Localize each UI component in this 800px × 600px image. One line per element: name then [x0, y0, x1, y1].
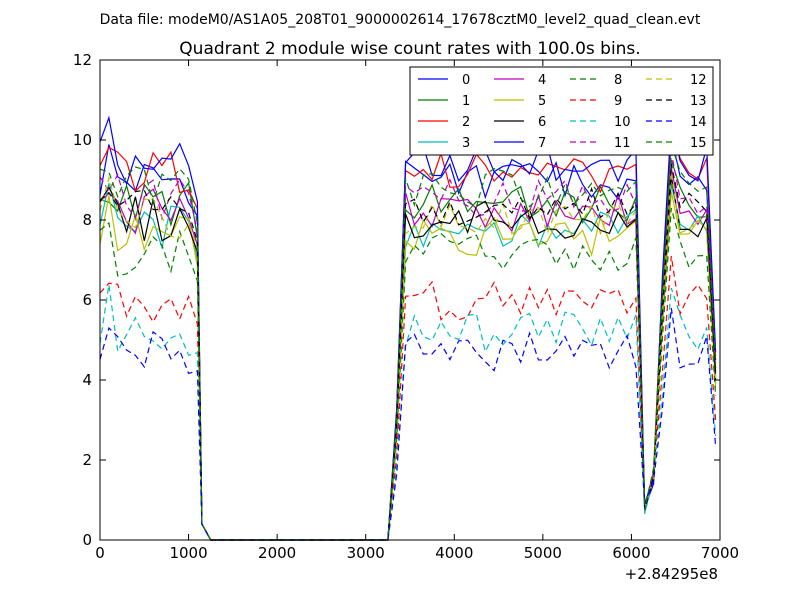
legend-label-14: 14 — [690, 115, 707, 130]
y-tick-label: 8 — [82, 211, 92, 229]
legend-label-0: 0 — [462, 73, 470, 88]
y-tick-label: 12 — [73, 51, 92, 69]
legend-label-12: 12 — [690, 73, 707, 88]
legend-label-5: 5 — [538, 94, 546, 109]
y-tick-label: 2 — [82, 451, 92, 469]
legend-box — [409, 66, 714, 156]
legend-label-4: 4 — [538, 73, 546, 88]
x-tick-label: 3000 — [347, 544, 385, 562]
x-tick-label: 0 — [95, 544, 105, 562]
y-tick-label: 6 — [82, 291, 92, 309]
x-tick-label: 1000 — [169, 544, 207, 562]
legend-label-3: 3 — [462, 136, 470, 151]
legend-label-13: 13 — [690, 94, 707, 109]
x-tick-label: 7000 — [701, 544, 739, 562]
x-tick-label: 4000 — [435, 544, 473, 562]
series-line-15 — [99, 143, 717, 541]
series-line-8 — [99, 207, 717, 541]
y-tick-label: 0 — [82, 531, 92, 549]
legend-label-7: 7 — [538, 136, 546, 151]
x-tick-label: 5000 — [524, 544, 562, 562]
legend-label-9: 9 — [614, 94, 622, 109]
legend-label-10: 10 — [614, 115, 631, 130]
legend-label-1: 1 — [462, 94, 470, 109]
data-file-label: Data file: modeM0/AS1A05_208T01_90000026… — [100, 12, 701, 28]
series-line-13 — [99, 163, 717, 541]
y-tick-label: 10 — [73, 131, 92, 149]
legend-label-2: 2 — [462, 115, 470, 130]
y-tick-label: 4 — [82, 371, 92, 389]
series-line-10 — [99, 284, 717, 541]
x-tick-label: 6000 — [612, 544, 650, 562]
legend-label-8: 8 — [614, 73, 622, 88]
legend-label-6: 6 — [538, 115, 546, 130]
series-layer — [99, 115, 717, 541]
legend-label-15: 15 — [690, 136, 707, 151]
x-offset-label: +2.84295e8 — [625, 565, 718, 583]
chart-title: Quadrant 2 module wise count rates with … — [179, 39, 640, 59]
series-line-14 — [99, 307, 717, 541]
x-tick-label: 2000 — [258, 544, 296, 562]
legend-label-11: 11 — [614, 136, 631, 151]
